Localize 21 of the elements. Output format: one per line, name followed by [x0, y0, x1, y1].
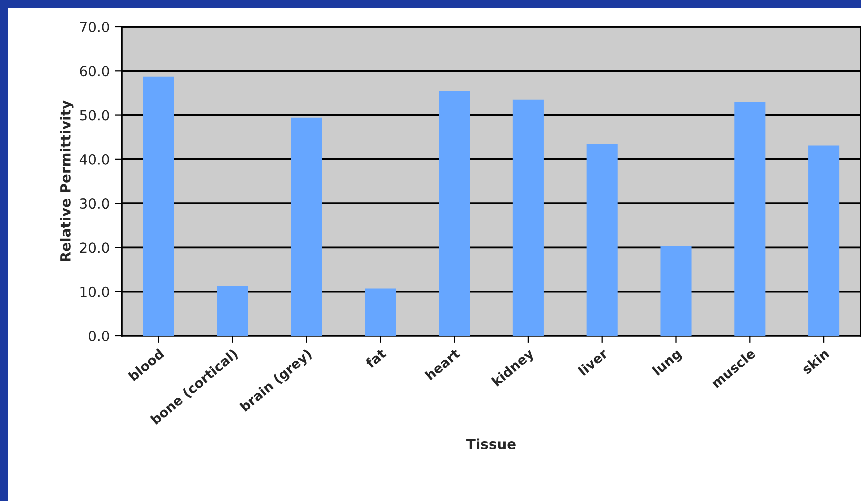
bar — [143, 76, 174, 336]
y-tick-label: 40.0 — [80, 154, 110, 165]
bar — [660, 246, 692, 336]
bar — [365, 288, 396, 336]
y-tick-label: 20.0 — [80, 242, 110, 254]
bar — [512, 100, 544, 336]
bar — [217, 286, 248, 336]
x-tick-label: fat — [364, 348, 387, 369]
bar — [439, 91, 470, 336]
y-axis-title: Relative Permittivity — [60, 100, 74, 262]
bar — [586, 144, 618, 336]
bar — [808, 146, 840, 336]
y-tick-label: 60.0 — [80, 66, 110, 77]
y-tick-label: 50.0 — [80, 110, 110, 121]
y-tick-label: 10.0 — [80, 286, 110, 298]
bar — [734, 102, 766, 336]
y-tick-label: 70.0 — [80, 22, 110, 32]
x-axis-title: Tissue — [466, 438, 516, 450]
y-tick-label: 30.0 — [80, 198, 110, 210]
y-tick-label: 0.0 — [89, 330, 110, 342]
bar — [291, 118, 322, 336]
